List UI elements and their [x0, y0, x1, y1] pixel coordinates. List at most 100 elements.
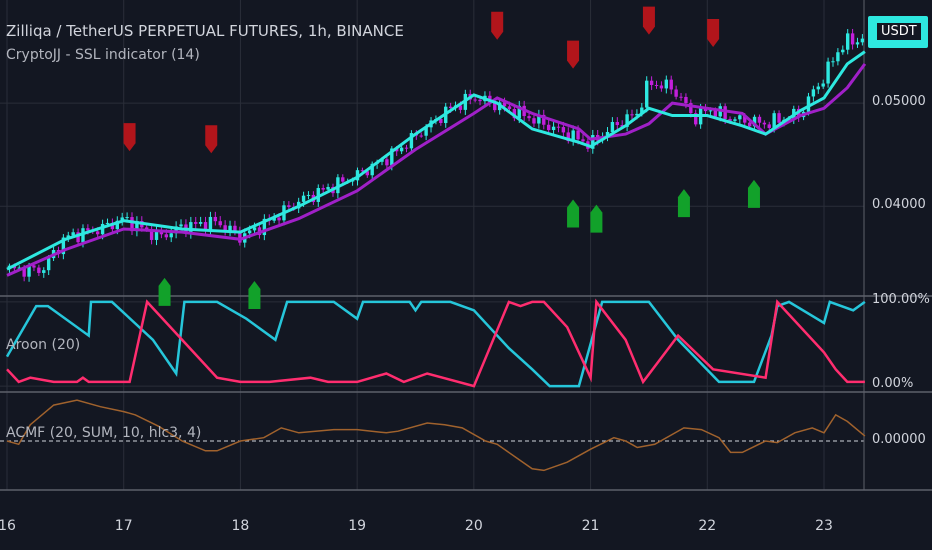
candle-body: [836, 52, 840, 62]
candle-body: [728, 118, 732, 121]
candle-body: [684, 96, 688, 104]
candle-body: [42, 270, 46, 273]
candle-body: [409, 133, 414, 149]
candle-body: [424, 127, 428, 136]
x-axis-tick-label: 23: [815, 518, 833, 534]
candle-body: [458, 105, 463, 110]
candle-body: [341, 177, 345, 182]
buy-signal-marker: [158, 277, 171, 306]
acmf-label: ACMF (20, SUM, 10, hlc3, 4): [6, 425, 202, 441]
candle-body: [174, 226, 178, 234]
candle-body: [326, 186, 330, 190]
candle-body: [571, 130, 575, 142]
x-axis-tick-label: 16: [0, 518, 16, 534]
candle-body: [115, 220, 119, 230]
acmf-axis-tick-label: 0.00000: [872, 432, 926, 447]
candle-body: [404, 147, 409, 149]
candle-body: [105, 222, 110, 224]
current-price-badge: USDT: [868, 16, 928, 48]
candle-body: [179, 224, 183, 227]
candle-body: [189, 222, 193, 234]
candle-body: [679, 96, 683, 98]
x-axis-tick-label: 20: [464, 518, 483, 534]
candle-body: [821, 83, 825, 87]
candle-body: [336, 177, 340, 194]
price-currency-label: USDT: [877, 23, 921, 40]
candle-body: [581, 139, 585, 142]
candle-body: [713, 110, 718, 117]
candle-body: [772, 113, 776, 128]
candle-body: [561, 127, 566, 133]
candle-body: [527, 116, 531, 119]
x-axis-tick-label: 17: [114, 518, 133, 534]
x-axis-tick-label: 19: [348, 518, 367, 534]
candle-body: [747, 122, 752, 127]
candle-body: [306, 194, 311, 196]
candle-body: [546, 124, 551, 131]
sell-signal-marker: [642, 6, 655, 35]
candle-body: [502, 102, 507, 107]
candle-body: [493, 102, 497, 111]
buy-signal-marker: [567, 199, 580, 228]
candle-body: [733, 119, 737, 121]
candle-body: [169, 233, 173, 238]
candle-body: [360, 170, 365, 172]
candle-body: [301, 195, 306, 202]
sell-signal-marker: [123, 123, 136, 152]
buy-signal-marker: [248, 280, 261, 309]
aroon-axis-tick-label: 100.00%: [872, 291, 930, 307]
candle-body: [277, 217, 281, 221]
candle-body: [439, 118, 443, 124]
candle-body: [218, 221, 222, 226]
ssl-up-line: [6, 50, 866, 271]
sell-signal-marker: [491, 11, 504, 40]
candle-body: [110, 222, 115, 230]
aroon-label: Aroon (20): [6, 337, 81, 353]
candle-body: [542, 114, 546, 125]
candle-body: [95, 231, 100, 235]
candle-body: [635, 113, 639, 116]
candle-body: [321, 188, 325, 190]
price-axis-tick-label: 0.04000: [872, 197, 926, 213]
ssl-indicator-label: CryptoJJ - SSL indicator (14): [6, 47, 200, 63]
candle-body: [473, 99, 477, 101]
candle-body: [27, 265, 31, 277]
candle-body: [46, 258, 51, 271]
candle-body: [370, 163, 374, 176]
candle-body: [831, 61, 835, 63]
candle-body: [448, 106, 453, 108]
candle-body: [203, 222, 208, 232]
candle-body: [855, 42, 860, 45]
candle-body: [37, 267, 41, 273]
candle-body: [860, 38, 865, 43]
candle-body: [390, 148, 394, 166]
candle-body: [556, 126, 561, 128]
candle-body: [826, 61, 830, 84]
candle-body: [811, 89, 816, 97]
aroon-axis-tick-label: 0.00%: [872, 376, 914, 392]
candle-body: [654, 85, 659, 87]
candle-body: [159, 230, 164, 235]
candle-body: [228, 225, 232, 231]
candle-body: [566, 132, 570, 142]
candle-body: [591, 135, 595, 149]
candle-body: [478, 99, 482, 102]
x-axis-tick-label: 18: [231, 518, 250, 534]
candle-body: [708, 110, 713, 112]
candle-body: [71, 232, 75, 236]
candle-body: [762, 122, 767, 125]
candle-body: [399, 147, 404, 152]
candle-body: [625, 114, 629, 127]
aroon-down-line: [6, 298, 865, 388]
candle-body: [694, 113, 698, 125]
candle-body: [551, 126, 556, 131]
candle-body: [630, 114, 634, 116]
candle-body: [135, 221, 139, 232]
candle-body: [419, 135, 423, 137]
sell-signal-marker: [567, 40, 580, 69]
acmf-line: [6, 399, 866, 472]
candle-body: [238, 231, 242, 243]
candle-body: [247, 230, 252, 234]
candle-body: [649, 80, 654, 86]
